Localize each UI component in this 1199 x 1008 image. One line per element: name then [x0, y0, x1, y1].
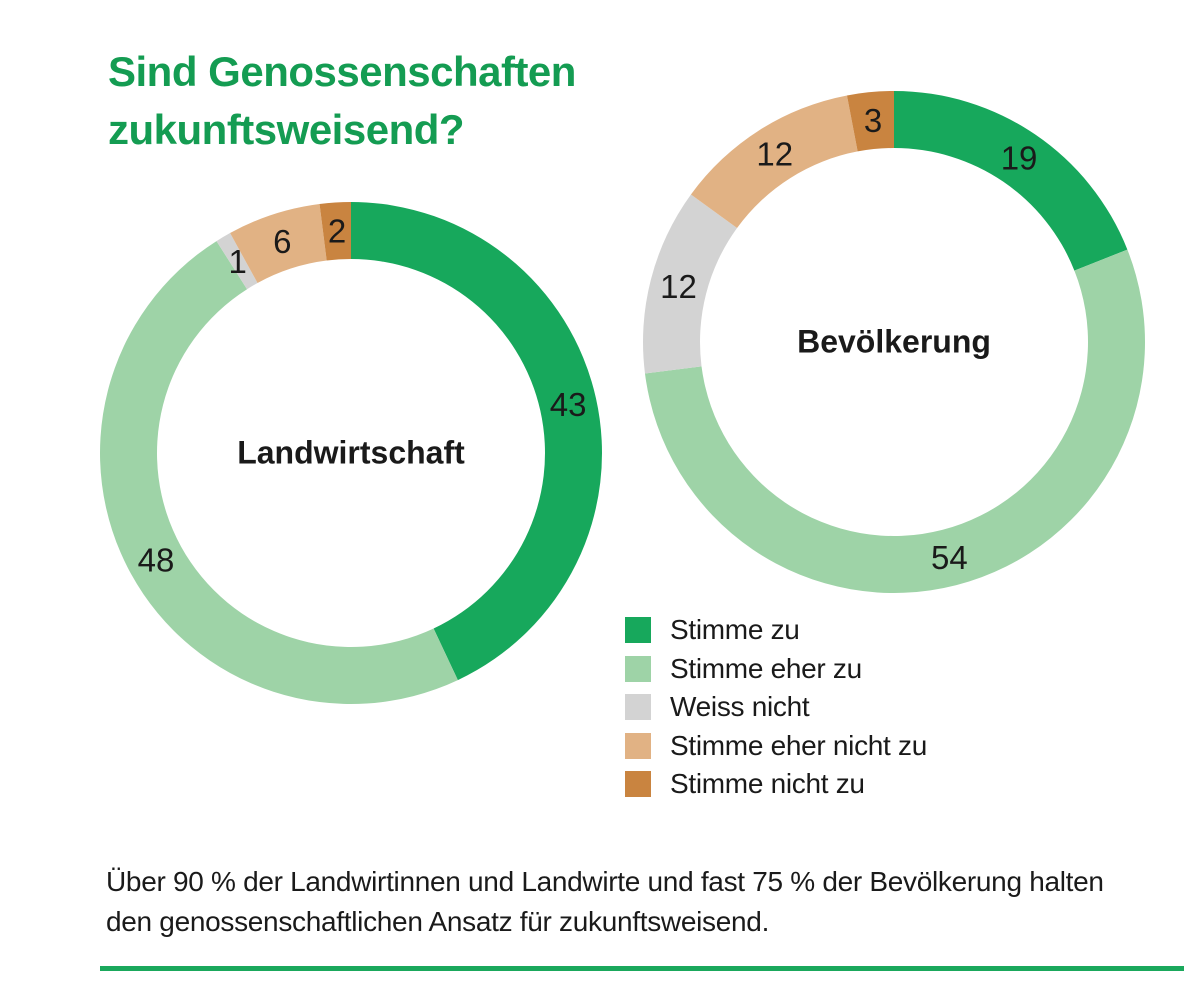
donut-value-label-stimme-eher-zu: 54 — [931, 539, 968, 576]
page-title-line-2: zukunftsweisend? — [108, 106, 465, 153]
donut-value-label-stimme-eher-nicht-zu: 6 — [273, 223, 291, 260]
donut-center-label-landwirtschaft: Landwirtschaft — [237, 434, 465, 471]
legend-item-stimme-zu: Stimme zu — [625, 611, 927, 650]
donut-segment-weiss-nicht — [216, 233, 258, 290]
legend-label: Stimme eher zu — [670, 652, 862, 684]
donut-segment-stimme-eher-zu — [99, 241, 458, 705]
legend-item-stimme-nicht-zu: Stimme nicht zu — [625, 765, 927, 804]
donut-chart-landwirtschaft: 43 48 1 6 2 Landwirtschaft — [91, 193, 611, 713]
donut-value-label-stimme-eher-zu: 48 — [138, 542, 175, 579]
donut-value-label-stimme-nicht-zu: 3 — [864, 102, 882, 139]
legend: Stimme zu Stimme eher zu Weiss nicht Stimme… — [625, 611, 927, 804]
donut-segment-stimme-nicht-zu — [319, 202, 351, 261]
donut-segment-stimme-eher-nicht-zu — [230, 203, 327, 283]
legend-label: Stimme nicht zu — [670, 768, 865, 800]
legend-swatch-stimme-nicht-zu — [625, 771, 651, 798]
legend-swatch-stimme-zu — [625, 617, 651, 644]
footnote-line-1: Über 90 % der Landwirtinnen und Landwirt… — [106, 866, 1104, 897]
donut-value-label-stimme-zu: 19 — [1001, 139, 1038, 176]
legend-swatch-weiss-nicht — [625, 694, 651, 721]
legend-item-stimme-eher-nicht-zu: Stimme eher nicht zu — [625, 727, 927, 766]
donut-value-label-stimme-zu: 43 — [550, 386, 587, 423]
legend-swatch-stimme-eher-zu — [625, 655, 651, 682]
page-title: Sind Genossenschaften zukunftsweisend? — [108, 43, 576, 159]
legend-label: Stimme zu — [670, 614, 800, 646]
donut-segment-stimme-zu — [351, 202, 602, 681]
donut-center-label-bevoelkerung: Bevölkerung — [797, 323, 991, 360]
legend-label: Stimme eher nicht zu — [670, 729, 927, 761]
donut-segment-stimme-eher-nicht-zu — [690, 95, 858, 228]
footnote-line-2: den genossenschaftlichen Ansatz für zuku… — [106, 906, 770, 937]
donut-chart-bevoelkerung: 19 54 12 12 3 Bevölkerung — [634, 82, 1154, 602]
donut-value-label-stimme-nicht-zu: 2 — [328, 212, 346, 249]
donut-segment-stimme-zu — [894, 91, 1128, 271]
legend-swatch-stimme-eher-nicht-zu — [625, 732, 651, 759]
donut-value-label-stimme-eher-nicht-zu: 12 — [756, 136, 793, 173]
footnote: Über 90 % der Landwirtinnen und Landwirt… — [106, 862, 1191, 942]
divider-rule — [100, 966, 1184, 971]
legend-item-weiss-nicht: Weiss nicht — [625, 688, 927, 727]
donut-segment-stimme-eher-zu — [644, 249, 1145, 593]
page-title-line-1: Sind Genossenschaften — [108, 48, 576, 95]
donut-value-label-weiss-nicht: 12 — [660, 268, 697, 305]
donut-segment-stimme-nicht-zu — [846, 91, 894, 152]
legend-label: Weiss nicht — [670, 691, 810, 723]
legend-item-stimme-eher-zu: Stimme eher zu — [625, 650, 927, 689]
donut-segment-weiss-nicht — [643, 194, 738, 374]
donut-svg-bevoelkerung: 19 54 12 12 3 — [643, 91, 1145, 593]
